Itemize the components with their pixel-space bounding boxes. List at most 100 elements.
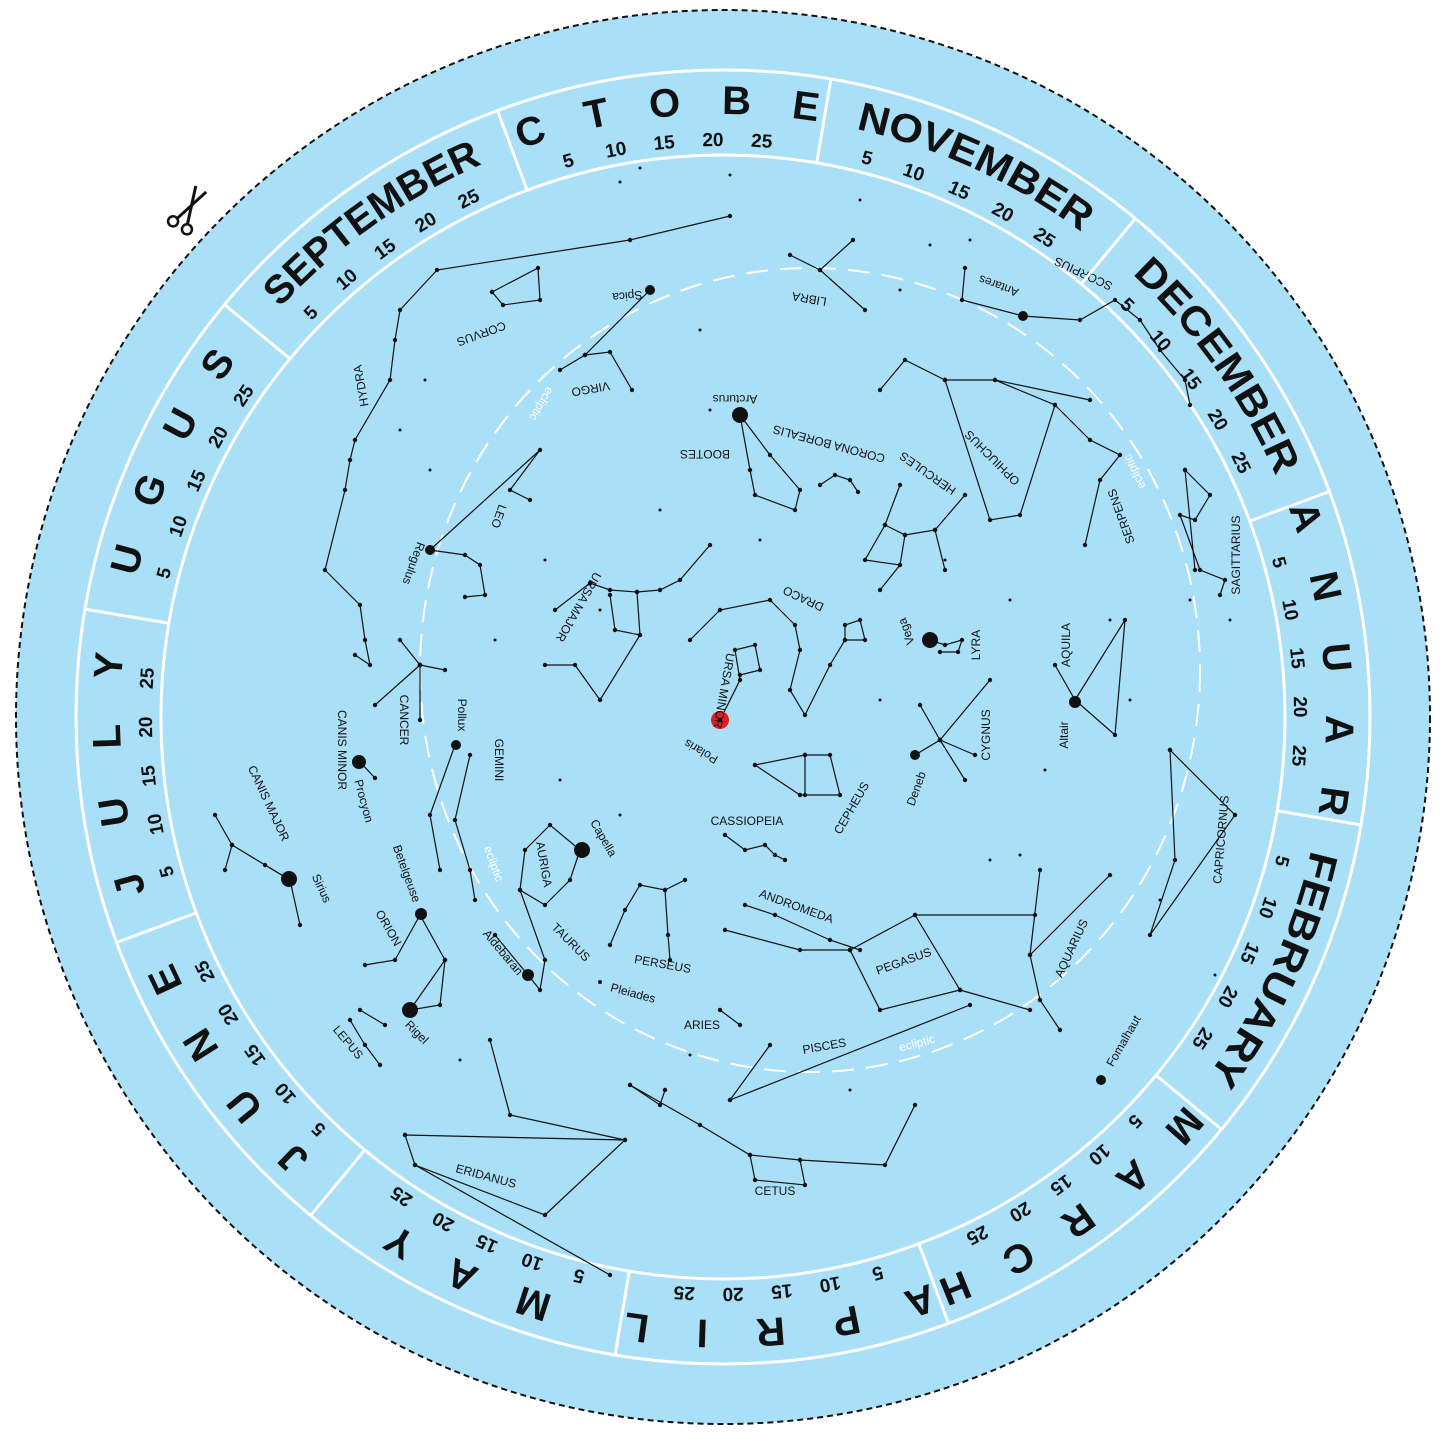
- star: [622, 907, 628, 913]
- star: [1097, 477, 1103, 483]
- star-label: Altair: [1057, 721, 1071, 748]
- star: [797, 947, 803, 953]
- star: [902, 532, 908, 538]
- star: [342, 487, 348, 493]
- day-label: 15: [1285, 647, 1308, 671]
- star: [959, 637, 965, 643]
- star: [607, 592, 613, 598]
- star: [717, 717, 723, 723]
- star: [1018, 853, 1022, 857]
- constellation-line: [545, 634, 641, 702]
- constellation-label: LIBRA: [791, 289, 828, 309]
- constellation-line: [224, 844, 233, 871]
- star: [492, 932, 498, 938]
- star: [698, 328, 702, 332]
- star: [462, 594, 468, 600]
- constellation-line: [399, 639, 421, 666]
- star: [1157, 347, 1163, 353]
- star: [397, 637, 403, 643]
- star: [767, 597, 773, 603]
- star: [1057, 1027, 1063, 1033]
- constellation-line: [729, 1044, 771, 1101]
- constellation-line: [789, 254, 821, 271]
- star: [417, 912, 423, 918]
- constellation-line: [324, 215, 731, 667]
- star: [607, 587, 613, 593]
- day-label: 15: [138, 764, 161, 788]
- star: [732, 647, 738, 653]
- star: [957, 987, 963, 993]
- star: [827, 937, 833, 943]
- star: [357, 1007, 363, 1013]
- month-divider: [84, 607, 170, 625]
- star: [959, 297, 965, 303]
- constellation-line: [519, 889, 546, 992]
- star: [662, 887, 668, 893]
- constellation-line: [1029, 874, 1111, 956]
- star: [850, 237, 856, 243]
- star: [1082, 542, 1088, 548]
- star: [582, 352, 588, 358]
- star: [802, 712, 808, 718]
- star: [423, 378, 427, 382]
- constellation-line: [719, 1009, 741, 1026]
- star: [787, 252, 793, 258]
- constellation-line: [1029, 869, 1061, 1031]
- star: [737, 412, 743, 418]
- star: [607, 1272, 613, 1278]
- star: [607, 349, 613, 355]
- star: [1187, 402, 1193, 408]
- day-label: 20: [1289, 696, 1310, 718]
- star: [629, 387, 635, 393]
- star: [397, 307, 403, 313]
- constellation-line: [494, 934, 529, 976]
- star: [792, 622, 798, 628]
- constellation-line: [749, 1154, 806, 1186]
- constellation-label: BOOTES: [680, 447, 730, 461]
- star: [427, 547, 433, 553]
- star: [487, 1037, 493, 1043]
- star: [352, 652, 358, 658]
- star: [942, 567, 948, 573]
- star: [728, 173, 732, 177]
- star: [962, 265, 968, 271]
- star-label: Pollux: [455, 699, 469, 732]
- constellation-line: [719, 644, 761, 721]
- star: [752, 762, 758, 768]
- constellation-line: [939, 739, 976, 756]
- star: [467, 867, 473, 873]
- star: [752, 642, 758, 648]
- star: [427, 812, 433, 818]
- star: [442, 667, 448, 673]
- star: [797, 487, 803, 493]
- star: [972, 752, 978, 758]
- star: [658, 508, 662, 512]
- star: [577, 847, 583, 853]
- star: [902, 357, 908, 363]
- star: [558, 778, 562, 782]
- star: [848, 1088, 852, 1092]
- star: [742, 902, 748, 908]
- star: [1052, 662, 1058, 668]
- day-label: 25: [1287, 744, 1309, 767]
- star: [797, 1157, 803, 1163]
- star: [1107, 872, 1113, 878]
- star: [622, 1137, 628, 1143]
- star: [357, 759, 363, 765]
- star: [587, 580, 593, 586]
- star: [1052, 402, 1058, 408]
- star: [1188, 598, 1192, 602]
- star: [537, 447, 543, 453]
- day-label: 10: [1277, 598, 1302, 623]
- star: [542, 662, 548, 668]
- month-divider: [223, 303, 291, 360]
- star: [667, 957, 673, 963]
- day-label: 20: [722, 1283, 744, 1304]
- star: [962, 777, 968, 783]
- star: [857, 617, 863, 623]
- star: [878, 698, 882, 702]
- month-divider: [1276, 809, 1362, 827]
- star: [372, 775, 378, 781]
- star: [1172, 857, 1178, 863]
